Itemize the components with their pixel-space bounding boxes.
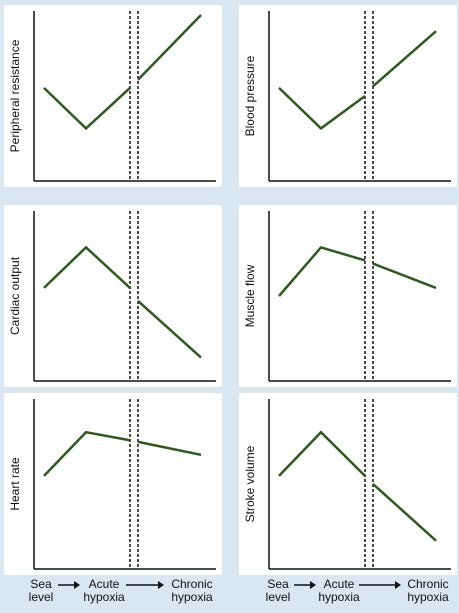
chart-panel-stroke-volume: Stroke volume <box>239 393 457 575</box>
series-line-chronic <box>372 262 437 290</box>
chart-panel-heart-rate: Heart rate <box>4 393 222 575</box>
panel-background <box>4 5 222 187</box>
series-line-acute <box>43 86 131 131</box>
panel-background <box>4 205 222 387</box>
x-label-sea-level: Sea level <box>265 577 291 604</box>
arrow-icon <box>126 581 164 589</box>
x-label-chronic-hypoxia: Chronic hypoxia <box>407 577 449 604</box>
y-axis-label: Heart rate <box>8 457 22 511</box>
y-axis-label: Peripheral resistance <box>8 39 22 152</box>
series-line-acute <box>278 430 366 477</box>
arrow-icon <box>58 581 80 589</box>
chart-panel-cardiac-output: Cardiac output <box>4 205 222 387</box>
arrow-icon <box>294 581 316 589</box>
panel-background <box>239 205 457 387</box>
chart-panel-peripheral-resistance: Peripheral resistance <box>4 5 222 187</box>
panel-background <box>239 5 457 187</box>
x-label-acute-hypoxia: Acute hypoxia <box>318 577 360 604</box>
arrow-icon <box>359 581 401 589</box>
series-line-acute <box>278 87 366 131</box>
panel-background <box>239 393 457 575</box>
series-line-chronic <box>137 14 202 81</box>
series-line-acute <box>43 430 131 477</box>
chart-panel-muscle-flow: Muscle flow <box>239 205 457 387</box>
series-line-acute <box>278 245 366 297</box>
y-axis-label: Blood pressure <box>243 55 257 136</box>
panel-background <box>4 393 222 575</box>
y-axis-label: Cardiac output <box>8 256 22 335</box>
series-line-acute <box>43 245 131 289</box>
chart-panel-blood-pressure: Blood pressure <box>239 5 457 187</box>
series-line-chronic <box>372 30 437 88</box>
y-axis-label: Muscle flow <box>243 264 257 327</box>
y-axis-label: Stroke volume <box>243 445 257 522</box>
x-label-chronic-hypoxia: Chronic hypoxia <box>171 577 213 604</box>
series-line-chronic <box>372 483 437 542</box>
x-label-acute-hypoxia: Acute hypoxia <box>83 577 125 604</box>
series-line-chronic <box>137 299 202 359</box>
series-line-chronic <box>137 440 202 457</box>
x-label-sea-level: Sea level <box>28 577 54 604</box>
